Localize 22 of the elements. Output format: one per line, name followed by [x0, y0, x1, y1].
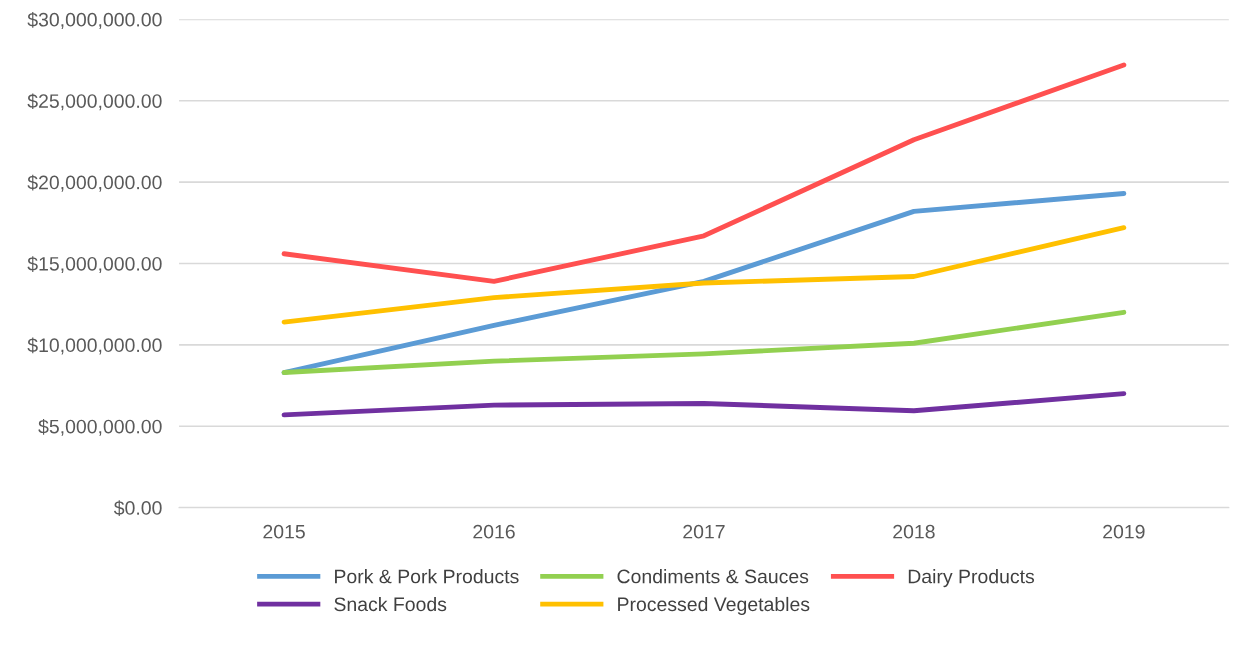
- y-tick-label: $30,000,000.00: [27, 12, 162, 29]
- y-tick-label: $15,000,000.00: [27, 256, 162, 274]
- x-tick-label: 2016: [473, 524, 515, 539]
- y-tick-label: $0.00: [113, 500, 162, 517]
- y-tick-label: $10,000,000.00: [27, 337, 162, 355]
- legend-label: Condiments & Sauces: [617, 569, 809, 584]
- legend-label: Pork & Pork Products: [335, 569, 519, 584]
- line-series: [281, 225, 1127, 325]
- line-series: [281, 191, 1127, 375]
- x-tick-label: 2017: [683, 524, 725, 539]
- y-tick-label: $20,000,000.00: [27, 174, 162, 192]
- x-tick-label: 2018: [893, 524, 935, 539]
- line-series: [281, 391, 1127, 418]
- x-tick-label: 2015: [263, 524, 305, 539]
- x-tick-label: 2019: [1103, 524, 1145, 539]
- y-tick-label: $5,000,000.00: [38, 418, 162, 436]
- y-tick-label: $25,000,000.00: [27, 93, 162, 111]
- legend-label: Processed Vegetables: [618, 596, 810, 616]
- legend-label: Snack Foods: [334, 596, 447, 612]
- legend-label: Dairy Products: [908, 569, 1035, 588]
- line-series: [281, 62, 1127, 284]
- line-series: [281, 309, 1127, 375]
